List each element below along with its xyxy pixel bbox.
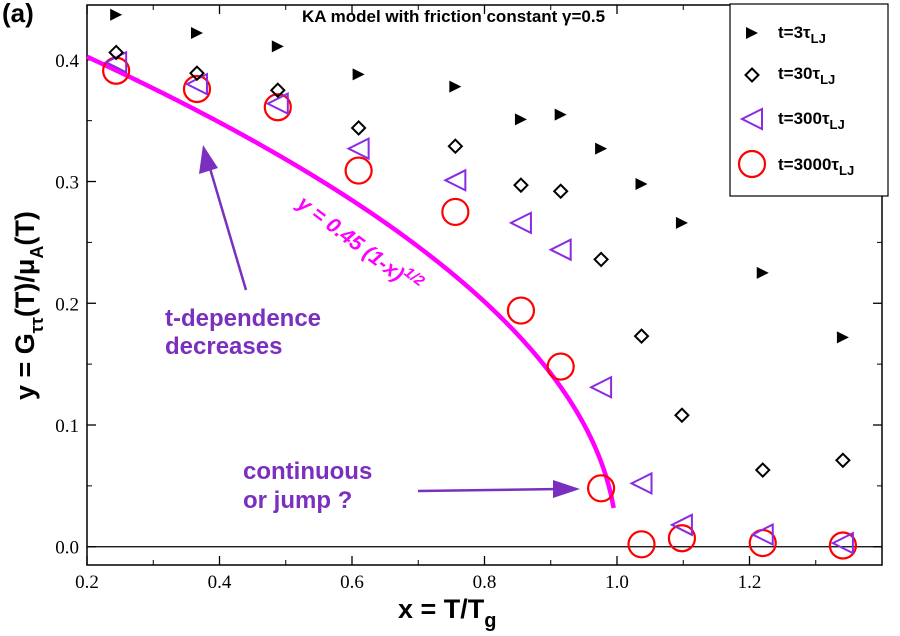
x-tick-label: 0.2 [75, 572, 99, 593]
legend-marker-triangle-right [746, 27, 758, 39]
arrow-up [207, 164, 248, 291]
data-point-triangle-right [836, 331, 849, 344]
data-point-circle [627, 530, 656, 559]
data-point-triangle-left [750, 522, 774, 547]
data-point-diamond [447, 138, 464, 155]
data-points [102, 8, 858, 560]
data-point-triangle-right [271, 40, 284, 53]
legend-label-t3000: t=3000τLJ [778, 155, 854, 178]
data-point-circle [546, 352, 575, 381]
data-point-triangle-right [675, 216, 688, 229]
fit-curve-layer [86, 54, 616, 509]
arrow-right [417, 487, 561, 493]
data-point-triangle-left [508, 211, 532, 235]
data-point-triangle-left [346, 137, 370, 161]
data-point-circle [586, 474, 616, 503]
data-point-triangle-right [449, 80, 462, 93]
data-point-diamond [350, 120, 367, 136]
data-point-triangle-left [103, 50, 128, 74]
x-tick-label: 0.6 [340, 572, 364, 593]
data-point-triangle-left [443, 168, 467, 192]
y-tick-label: 0.4 [55, 51, 79, 72]
legend-box [729, 3, 889, 197]
annotation-t-dependence-line2: decreases [165, 333, 282, 360]
data-point-triangle-left [588, 375, 613, 399]
data-point-triangle-left [830, 531, 854, 555]
series-triangle-left [103, 50, 854, 555]
data-point-triangle-right [554, 108, 567, 121]
y-tick-label: 0.3 [55, 173, 79, 194]
arrow-right-head [553, 480, 580, 498]
legend-marker-diamond [744, 67, 760, 83]
legend-label-t30: t=30τLJ [778, 64, 835, 87]
y-tick-label: 0.1 [55, 416, 79, 437]
data-point-triangle-left [548, 238, 572, 262]
data-point-triangle-right [514, 113, 527, 126]
annotation-t-dependence-line1: t-dependence [165, 305, 321, 332]
data-point-triangle-left [669, 513, 693, 537]
legend-label-t3: t=3τLJ [778, 23, 826, 46]
legend: t=3τLJ t=30τLJ t=300τLJ t=3000τLJ [729, 3, 889, 197]
annotation-arrows [199, 145, 580, 498]
y-axis-title: y = Gττ(T)/μA(T) [10, 211, 47, 400]
x-tick-label: 1.2 [738, 572, 762, 593]
data-point-diamond [269, 82, 286, 99]
series-diamond [108, 44, 851, 478]
panel-label: (a) [2, 0, 34, 28]
data-point-circle [506, 296, 536, 325]
chart-title: KA model with friction constant γ=0.5 [302, 7, 605, 26]
legend-marker-triangle-left [739, 107, 763, 131]
data-point-diamond [834, 452, 851, 469]
data-point-circle [667, 524, 697, 553]
data-point-diamond [552, 183, 569, 200]
data-point-diamond [108, 44, 125, 61]
annotation-continuous-line1: continuous [243, 458, 372, 485]
series-triangle-right [110, 8, 849, 344]
data-point-triangle-right [756, 266, 769, 279]
y-tick-label: 0.0 [55, 538, 79, 559]
data-point-triangle-right [595, 142, 608, 155]
y-tick-label: 0.2 [55, 294, 79, 315]
data-point-circle [441, 197, 470, 227]
data-point-diamond [189, 65, 205, 82]
data-point-diamond [633, 328, 650, 345]
legend-label-t300: t=300τLJ [778, 109, 845, 132]
x-tick-label: 0.4 [208, 572, 232, 593]
data-point-triangle-right [190, 27, 203, 39]
data-point-triangle-right [110, 8, 123, 21]
data-point-circle [828, 531, 858, 560]
data-point-diamond [674, 407, 690, 424]
data-point-circle [344, 156, 373, 185]
data-point-triangle-right [635, 177, 648, 190]
data-point-circle [263, 93, 292, 122]
data-point-triangle-left [629, 471, 653, 496]
arrow-up-head [199, 145, 218, 174]
x-tick-label: 1.0 [605, 572, 629, 593]
data-point-triangle-right [352, 68, 365, 81]
x-axis-title: x = T/Tg [398, 594, 497, 632]
legend-markers [737, 27, 767, 179]
data-point-circle [182, 74, 212, 104]
legend-marker-circle [737, 149, 767, 179]
data-point-diamond [513, 177, 529, 194]
data-point-diamond [754, 462, 771, 478]
x-tick-label: 0.8 [473, 572, 497, 593]
annotation-continuous-line2: or jump ? [243, 487, 352, 514]
fit-curve [86, 54, 616, 509]
data-point-triangle-left [265, 91, 289, 116]
data-point-diamond [593, 251, 610, 268]
